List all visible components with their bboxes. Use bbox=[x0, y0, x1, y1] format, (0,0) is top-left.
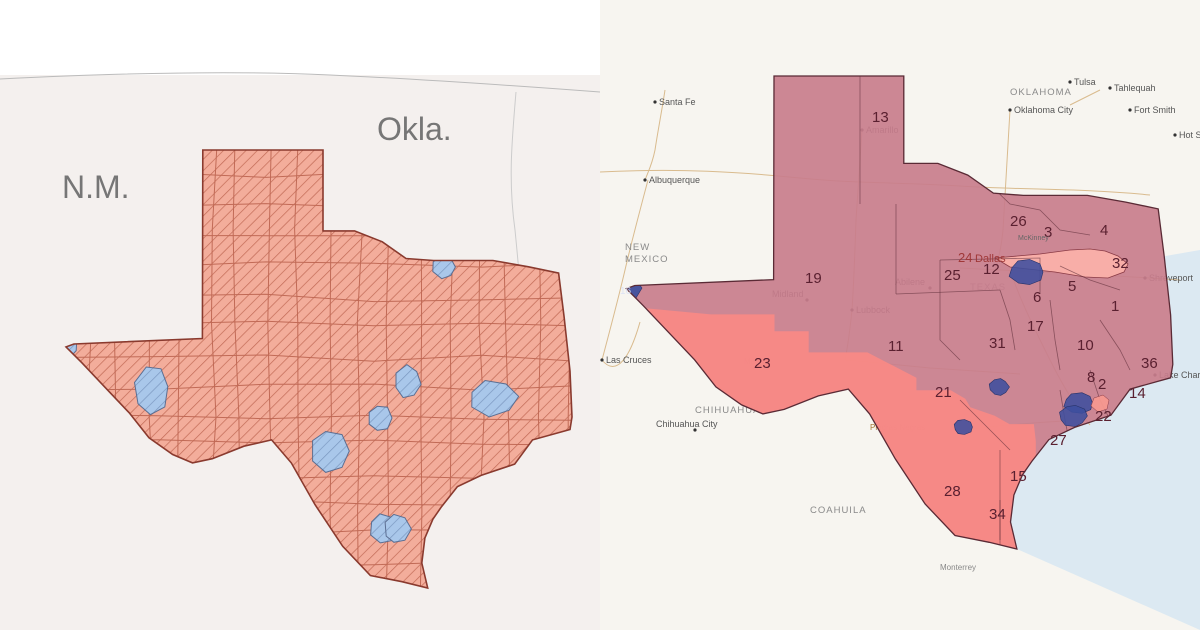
svg-text:36: 36 bbox=[1141, 355, 1158, 372]
svg-text:4: 4 bbox=[1100, 222, 1108, 239]
svg-text:17: 17 bbox=[1027, 318, 1044, 335]
svg-text:27: 27 bbox=[1050, 432, 1067, 449]
svg-text:11: 11 bbox=[888, 338, 904, 355]
svg-text:28: 28 bbox=[944, 483, 961, 500]
svg-text:31: 31 bbox=[989, 335, 1006, 352]
svg-text:Monterrey: Monterrey bbox=[940, 563, 976, 572]
svg-text:8: 8 bbox=[1087, 369, 1095, 386]
svg-text:Fort Smith: Fort Smith bbox=[1134, 105, 1176, 115]
svg-text:26: 26 bbox=[1010, 213, 1027, 230]
svg-text:Oklahoma City: Oklahoma City bbox=[1014, 105, 1074, 115]
svg-text:1: 1 bbox=[1111, 298, 1119, 315]
svg-text:McKinney: McKinney bbox=[1018, 235, 1049, 242]
svg-text:COAHUILA: COAHUILA bbox=[810, 505, 867, 516]
svg-text:Santa Fe: Santa Fe bbox=[659, 97, 696, 107]
svg-text:23: 23 bbox=[754, 355, 771, 372]
svg-text:25: 25 bbox=[944, 267, 961, 284]
svg-text:Dallas: Dallas bbox=[975, 253, 1006, 265]
svg-text:Okla.: Okla. bbox=[377, 111, 452, 147]
svg-text:19: 19 bbox=[805, 270, 822, 287]
svg-text:NEW: NEW bbox=[625, 242, 650, 253]
svg-text:14: 14 bbox=[1129, 385, 1146, 402]
svg-text:22: 22 bbox=[1095, 408, 1112, 425]
svg-text:24: 24 bbox=[958, 250, 972, 265]
svg-text:N.M.: N.M. bbox=[62, 169, 130, 205]
svg-text:5: 5 bbox=[1068, 278, 1076, 295]
svg-text:32: 32 bbox=[1112, 255, 1129, 272]
svg-text:21: 21 bbox=[935, 384, 952, 401]
svg-text:6: 6 bbox=[1033, 289, 1041, 306]
svg-text:OKLAHOMA: OKLAHOMA bbox=[1010, 87, 1072, 98]
svg-text:13: 13 bbox=[872, 109, 889, 126]
svg-text:MEXICO: MEXICO bbox=[625, 254, 668, 265]
svg-text:Tulsa: Tulsa bbox=[1074, 77, 1096, 87]
svg-text:16: 16 bbox=[620, 286, 632, 297]
svg-text:10: 10 bbox=[1077, 337, 1094, 354]
svg-text:Las Cruces: Las Cruces bbox=[606, 355, 652, 365]
svg-text:34: 34 bbox=[989, 506, 1006, 523]
svg-text:2: 2 bbox=[1098, 376, 1106, 393]
svg-text:Albuquerque: Albuquerque bbox=[649, 175, 700, 185]
svg-text:Chihuahua City: Chihuahua City bbox=[656, 419, 718, 429]
svg-text:15: 15 bbox=[1010, 468, 1027, 485]
svg-text:Hot Springs: Hot Springs bbox=[1179, 130, 1200, 140]
svg-text:Tahlequah: Tahlequah bbox=[1114, 83, 1156, 93]
